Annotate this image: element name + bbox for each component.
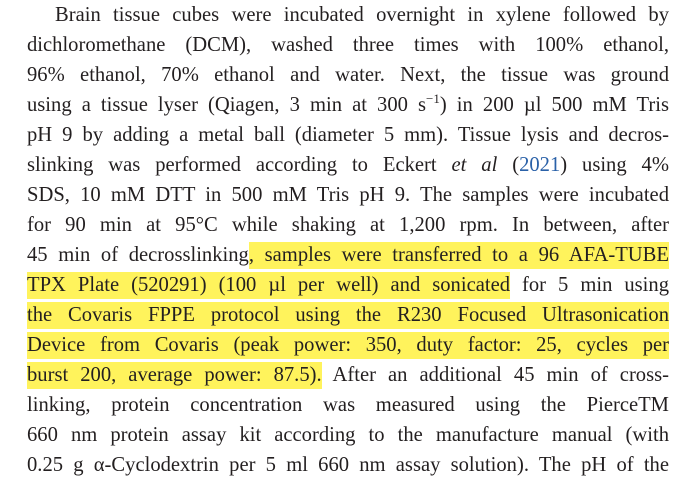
line-text: ) in 200 µl 500 mM Tris (439, 94, 669, 116)
highlighted-text: , samples were transferred to a 96 AFA-T… (248, 242, 669, 269)
line-text: 45 min of decrosslinking (27, 244, 249, 266)
et-al-text: et al (451, 154, 498, 176)
text-line-5: pH 9 by adding a metal ball (diameter 5 … (27, 120, 669, 150)
line-text: SDS, 10 mM DTT in 500 mM Tris pH 9. The … (27, 184, 669, 206)
text-line-15: 660 nm protein assay kit according to th… (27, 420, 669, 450)
line-text: ( (497, 154, 520, 176)
text-line-6: slinking was performed according to Ecke… (27, 150, 669, 180)
line-text: pH 9 by adding a metal ball (diameter 5 … (27, 124, 669, 146)
text-line-16: 0.25 g α-Cyclodextrin per 5 ml 660 nm as… (27, 450, 669, 480)
highlighted-text: TPX Plate (520291) (100 µl per well) and… (27, 272, 511, 299)
text-line-2: dichloromethane (DCM), washed three time… (27, 30, 669, 60)
line-text: slinking was performed according to Ecke… (27, 154, 452, 176)
text-line-11: the Covaris FPPE protocol using the R230… (27, 300, 669, 330)
text-line-12: Device from Covaris (peak power: 350, du… (27, 330, 669, 360)
line-text: Brain tissue cubes were incubated overni… (55, 4, 669, 26)
line-text: for 5 min using (510, 274, 669, 296)
text-line-9: 45 min of decrosslinking, samples were t… (27, 240, 669, 270)
line-text: using a tissue lyser (Qiagen, 3 min at 3… (27, 94, 427, 116)
text-line-14: linking, protein concentration was measu… (27, 390, 669, 420)
text-line-3: 96% ethanol, 70% ethanol and water. Next… (27, 60, 669, 90)
superscript: −1 (426, 91, 440, 107)
line-text: 0.25 g α-Cyclodextrin per 5 ml 660 nm as… (27, 454, 669, 476)
text-line-8: for 90 min at 95°C while shaking at 1,20… (27, 210, 669, 240)
line-text: After an additional 45 min of cross- (321, 364, 669, 386)
line-text: dichloromethane (DCM), washed three time… (27, 34, 669, 56)
text-line-10: TPX Plate (520291) (100 µl per well) and… (27, 270, 669, 300)
line-text: for 90 min at 95°C while shaking at 1,20… (27, 214, 669, 236)
line-text: 96% ethanol, 70% ethanol and water. Next… (27, 64, 669, 86)
line-text: linking, protein concentration was measu… (27, 394, 669, 416)
line-text: ) using 4% (560, 154, 670, 176)
citation-link[interactable]: 2021 (519, 154, 561, 176)
highlighted-text: burst 200, average power: 87.5). (27, 362, 322, 389)
highlighted-text: the Covaris FPPE protocol using the R230… (27, 302, 669, 329)
highlighted-text: Device from Covaris (peak power: 350, du… (27, 332, 669, 359)
text-line-4: using a tissue lyser (Qiagen, 3 min at 3… (27, 90, 669, 120)
text-line-1: Brain tissue cubes were incubated overni… (55, 0, 669, 30)
line-text: 660 nm protein assay kit according to th… (27, 424, 669, 446)
text-line-7: SDS, 10 mM DTT in 500 mM Tris pH 9. The … (27, 180, 669, 210)
text-line-13: burst 200, average power: 87.5). After a… (27, 360, 669, 390)
